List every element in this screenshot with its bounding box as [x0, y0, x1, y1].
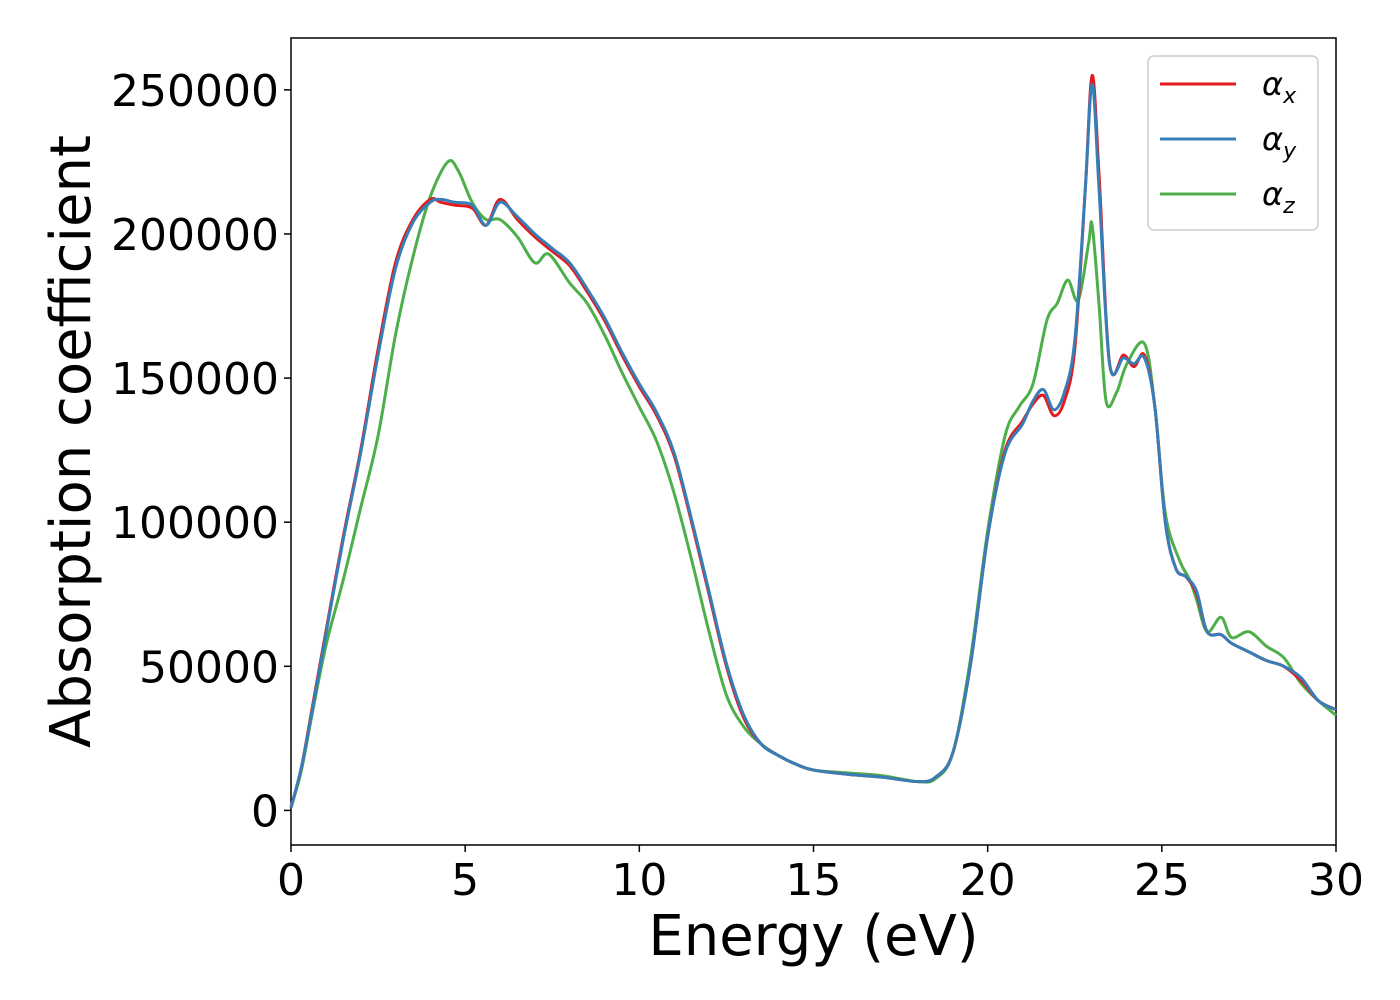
legend-label-subscript: y — [1282, 139, 1297, 164]
legend-box — [1147, 55, 1319, 231]
legend-label-subscript: x — [1282, 84, 1297, 109]
x-tick-label: 5 — [451, 855, 479, 906]
y-axis-label: Absorption coefficient — [39, 135, 104, 748]
series-layer — [289, 73, 1337, 808]
legend-label-base: α — [1262, 175, 1283, 213]
x-tick-label: 25 — [1134, 855, 1190, 906]
series-line-y — [289, 82, 1337, 808]
x-tick-label: 15 — [786, 855, 842, 906]
x-tick-label: 20 — [960, 855, 1016, 906]
y-tick-label: 200000 — [111, 210, 279, 261]
legend-label-base: α — [1262, 65, 1283, 103]
y-tick-label: 100000 — [111, 498, 279, 549]
y-tick-label: 250000 — [111, 66, 279, 117]
y-tick-label: 50000 — [139, 642, 279, 693]
x-axis: 0 5 10 15 20 25 30 — [277, 845, 1364, 906]
series-line-z — [289, 159, 1337, 808]
x-tick-label: 10 — [611, 855, 667, 906]
y-tick-label: 0 — [251, 786, 279, 837]
legend-label-base: α — [1262, 120, 1283, 158]
y-axis: 0 50000 100000 150000 200000 250000 — [111, 66, 291, 837]
x-axis-label: Energy (eV) — [648, 904, 978, 969]
x-tick-label: 30 — [1308, 855, 1364, 906]
legend-label-z: αz — [1262, 175, 1295, 219]
legend-label-y: αy — [1262, 120, 1297, 164]
legend-label-x: αx — [1262, 65, 1297, 109]
y-tick-label: 150000 — [111, 354, 279, 405]
legend-label-subscript: z — [1282, 194, 1295, 219]
x-tick-label: 0 — [277, 855, 305, 906]
